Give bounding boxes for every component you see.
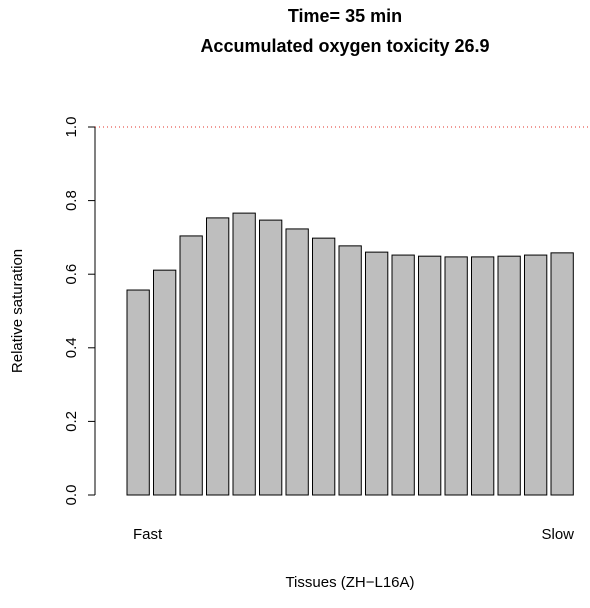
x-axis-label: Tissues (ZH−L16A) [285,574,414,591]
y-axis-label: Relative saturation [9,249,26,373]
y-tick-label: 0.6 [63,264,80,285]
chart-title: Time= 35 min [288,6,402,26]
bar [259,219,283,496]
bar [285,228,309,496]
bar [524,254,548,496]
bar [153,269,177,496]
bar [471,256,495,496]
bar [391,254,415,496]
bar [206,217,230,496]
y-tick-label: 0.8 [63,190,80,211]
bar [179,235,203,496]
bar [338,245,362,496]
bar [232,212,256,496]
x-start-label: Fast [133,526,163,543]
bar [550,252,574,496]
bar [418,255,442,496]
bar [312,237,336,496]
bar [126,289,150,496]
y-tick-label: 0.0 [63,485,80,506]
bar [444,256,468,496]
y-tick-label: 0.4 [63,337,80,358]
x-end-label: Slow [541,526,574,543]
y-tick-label: 0.2 [63,411,80,432]
y-tick-label: 1.0 [63,117,80,138]
chart-subtitle: Accumulated oxygen toxicity 26.9 [200,36,489,56]
bar [497,255,521,496]
bar [365,251,389,496]
